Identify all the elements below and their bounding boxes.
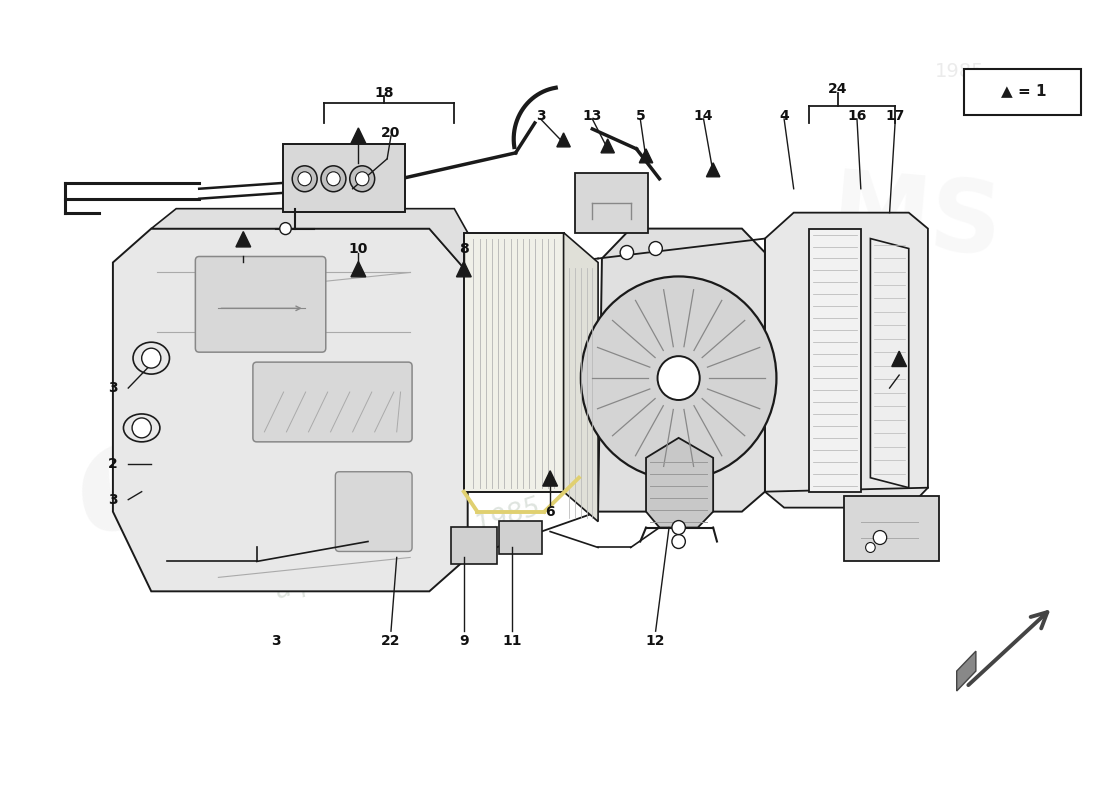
Polygon shape [601,139,615,153]
FancyBboxPatch shape [196,257,326,352]
Polygon shape [563,233,598,522]
FancyBboxPatch shape [965,69,1081,115]
Circle shape [321,166,345,192]
Circle shape [327,172,340,186]
Polygon shape [557,133,570,147]
Text: 14: 14 [694,109,713,123]
Circle shape [293,166,317,192]
FancyBboxPatch shape [844,496,939,562]
Text: 5: 5 [636,109,646,123]
Polygon shape [892,351,906,366]
Text: MS: MS [827,165,1007,277]
Circle shape [142,348,161,368]
Polygon shape [456,262,471,277]
Polygon shape [808,229,861,492]
Polygon shape [464,233,563,492]
Text: 3: 3 [271,634,281,648]
Text: 3: 3 [536,109,546,123]
Text: 22: 22 [382,634,400,648]
Polygon shape [351,262,366,277]
Circle shape [298,172,311,186]
Circle shape [658,356,700,400]
Circle shape [279,222,292,234]
FancyBboxPatch shape [253,362,412,442]
Text: 10: 10 [349,242,368,255]
Text: 24: 24 [828,82,848,96]
FancyBboxPatch shape [451,526,497,565]
Text: a passion since 1985: a passion since 1985 [273,494,544,605]
Polygon shape [542,470,558,486]
FancyBboxPatch shape [575,173,648,233]
Text: ▲ = 1: ▲ = 1 [1001,83,1046,98]
Circle shape [866,542,876,553]
Text: 3: 3 [108,493,118,506]
Polygon shape [598,229,764,512]
FancyBboxPatch shape [499,521,541,554]
Text: 8: 8 [459,242,469,255]
Text: 17: 17 [886,109,905,123]
Circle shape [350,166,375,192]
Polygon shape [870,238,909,488]
Text: 12: 12 [646,634,666,648]
Text: 3: 3 [108,381,118,395]
Polygon shape [706,163,719,177]
Circle shape [132,418,152,438]
Text: europ: europ [53,272,572,568]
Circle shape [620,246,634,259]
FancyBboxPatch shape [336,472,412,551]
Circle shape [581,277,777,480]
Text: 13: 13 [583,109,602,123]
Text: 2: 2 [108,457,118,470]
Circle shape [649,242,662,255]
Ellipse shape [133,342,169,374]
Text: 4: 4 [779,109,789,123]
Polygon shape [351,128,366,143]
Polygon shape [235,231,251,247]
Circle shape [873,530,887,545]
Polygon shape [646,438,713,527]
Circle shape [355,172,368,186]
Text: 11: 11 [502,634,521,648]
Text: 20: 20 [382,126,400,140]
Text: 16: 16 [847,109,867,123]
Polygon shape [639,149,652,163]
Circle shape [672,534,685,549]
Polygon shape [152,209,468,273]
Text: 18: 18 [374,86,394,100]
Circle shape [672,521,685,534]
Polygon shape [113,229,468,591]
FancyBboxPatch shape [283,144,406,212]
Text: 9: 9 [459,634,469,648]
Ellipse shape [123,414,160,442]
Text: 1985: 1985 [935,62,984,81]
Polygon shape [764,213,928,508]
Polygon shape [957,651,976,691]
Text: 6: 6 [546,505,556,518]
